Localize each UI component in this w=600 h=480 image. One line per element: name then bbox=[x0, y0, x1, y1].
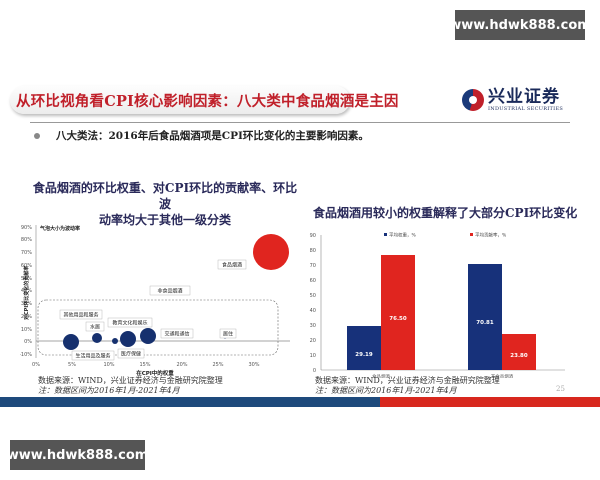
svg-text:0%: 0% bbox=[32, 362, 40, 368]
bar-nonfood-weight bbox=[468, 264, 502, 370]
svg-text:90: 90 bbox=[310, 233, 316, 239]
bullet-dot-icon bbox=[34, 132, 40, 139]
left-chart-title: 食品烟酒的环比权重、对CPI环比的贡献率、环比波 动率均大于其他一级分类 bbox=[30, 180, 300, 228]
label-food: 食品烟酒 bbox=[222, 262, 242, 269]
label-other: 其他用品和服务 bbox=[63, 312, 98, 319]
ytick: 0% bbox=[24, 339, 32, 345]
label-transport: 交通和通信 bbox=[164, 331, 189, 338]
svg-text:80: 80 bbox=[310, 248, 316, 254]
left-chart-title-line2: 动率均大于其他一级分类 bbox=[98, 213, 231, 227]
label-food-contribution: 76.50 bbox=[389, 316, 407, 322]
slide-title-banner: 从环比视角看CPI核心影响因素：八大类中食品烟酒是主因 bbox=[10, 86, 398, 114]
svg-text:40: 40 bbox=[310, 308, 316, 314]
bubble-size-note: 气泡大小为波动率 bbox=[39, 225, 80, 232]
logo-en: INDUSTRIAL SECURITIES bbox=[488, 106, 564, 112]
legend-contribution: 平均贡献率，% bbox=[475, 232, 507, 239]
xtick-nonfood: 非食品烟酒 bbox=[491, 373, 514, 378]
footer-blue-segment bbox=[0, 397, 380, 407]
ytick: 10% bbox=[21, 327, 32, 333]
non-food-group-box bbox=[37, 299, 279, 356]
logo-swirl-icon bbox=[462, 89, 484, 111]
bubble-food bbox=[253, 234, 289, 270]
watermark-text: www.hdwk888.com bbox=[449, 17, 591, 33]
right-chart-title: 食品烟酒用较小的权重解释了大部分CPI环比变化 bbox=[313, 206, 578, 220]
svg-text:60: 60 bbox=[310, 278, 316, 284]
left-chart-title-line1: 食品烟酒的环比权重、对CPI环比的贡献率、环比波 bbox=[32, 181, 298, 211]
x-axis-ticks: 0% 5% 10% 15% 20% 25% 30% bbox=[32, 362, 260, 368]
label-nonfood-weight: 70.81 bbox=[476, 320, 494, 326]
left-chart-source: 数据来源：WIND，兴业证券经济与金融研究院整理 注：数据区间为2016年1月-… bbox=[38, 376, 223, 396]
logo-cn: 兴业证券 bbox=[488, 87, 560, 107]
xtick-food: 食品烟酒 bbox=[372, 373, 390, 378]
bullet-text: 八大类法：2016年后食品烟酒项是CPI环比变化的主要影响因素。 bbox=[56, 130, 369, 142]
ytick: 60% bbox=[21, 263, 32, 269]
bar-food-contribution bbox=[381, 255, 415, 370]
y-axis-label: 对CPI环比变化的贡献率 bbox=[23, 266, 30, 320]
ytick: 30% bbox=[21, 301, 32, 307]
bar-food-weight bbox=[347, 326, 381, 370]
svg-text:70: 70 bbox=[310, 263, 316, 269]
watermark-text: www.hdwk888.com bbox=[6, 447, 149, 463]
bubble-other bbox=[63, 334, 79, 350]
x-axis-label: 在CPI中的权重 bbox=[136, 369, 174, 377]
label-household: 生活用品及服务 bbox=[75, 353, 110, 360]
ytick: 50% bbox=[21, 276, 32, 282]
bubble-education bbox=[120, 331, 136, 347]
label-non-food: 非食品烟酒 bbox=[157, 288, 182, 295]
y-axis-ticks: 90 80 70 60 50 40 30 20 10 0 bbox=[310, 233, 316, 374]
ytick: 40% bbox=[21, 288, 32, 294]
legend-weight: 平均权重，% bbox=[389, 232, 416, 239]
company-logo: 兴业证券 INDUSTRIAL SECURITIES bbox=[462, 88, 563, 112]
svg-text:30%: 30% bbox=[248, 362, 259, 368]
bar-chart: 90 80 70 60 50 40 30 20 10 0 平均权重，% 平均贡献… bbox=[310, 232, 565, 378]
right-chart-source: 数据来源：WIND，兴业证券经济与金融研究院整理 注：数据区间为2016年1月-… bbox=[315, 376, 500, 396]
svg-text:0: 0 bbox=[313, 368, 316, 374]
right-note-text: 注：数据区间为2016年1月-2021年4月 bbox=[315, 386, 457, 395]
bubble-chart: 90% 80% 70% 60% 50% 40% 30% 20% 10% 0% -… bbox=[20, 225, 290, 377]
svg-text:50: 50 bbox=[310, 293, 316, 299]
watermark-bottom: www.hdwk888.com bbox=[7, 440, 148, 470]
ytick: -10% bbox=[20, 352, 32, 358]
svg-text:20%: 20% bbox=[176, 362, 187, 368]
bubble-transport bbox=[140, 328, 156, 344]
legend: 平均权重，% 平均贡献率，% bbox=[384, 232, 507, 239]
page-number: 25 bbox=[556, 385, 565, 393]
slide-title: 从环比视角看CPI核心影响因素：八大类中食品烟酒是主因 bbox=[16, 92, 399, 110]
right-source-text: 数据来源：WIND，兴业证券经济与金融研究院整理 bbox=[315, 376, 500, 385]
slide: 从环比视角看CPI核心影响因素：八大类中食品烟酒是主因 兴业证券 INDUSTR… bbox=[0, 80, 600, 410]
bar-nonfood-contribution bbox=[502, 334, 536, 370]
ytick: 80% bbox=[21, 237, 32, 243]
ytick: 70% bbox=[21, 250, 32, 256]
bubble-medical bbox=[112, 338, 118, 344]
svg-text:30: 30 bbox=[310, 323, 316, 329]
svg-text:20: 20 bbox=[310, 338, 316, 344]
label-medical: 医疗保健 bbox=[121, 351, 141, 358]
footer-red-segment bbox=[380, 397, 600, 407]
label-housing-water: 水居 bbox=[90, 324, 100, 331]
y-axis-ticks: 90% 80% 70% 60% 50% 40% 30% 20% 10% 0% -… bbox=[20, 225, 32, 358]
label-residence: 居住 bbox=[223, 331, 233, 338]
watermark-top: www.hdwk888.com bbox=[449, 10, 591, 40]
label-food-weight: 29.19 bbox=[355, 352, 373, 358]
svg-text:15%: 15% bbox=[139, 362, 150, 368]
bubble-housing-water bbox=[92, 333, 102, 343]
svg-text:5%: 5% bbox=[68, 362, 76, 368]
label-nonfood-contribution: 23.80 bbox=[510, 353, 528, 359]
label-education: 教育文化和娱乐 bbox=[112, 320, 147, 327]
footer-bar bbox=[0, 397, 600, 407]
left-source-text: 数据来源：WIND，兴业证券经济与金融研究院整理 bbox=[38, 376, 223, 385]
header-divider bbox=[30, 122, 570, 123]
svg-text:10%: 10% bbox=[103, 362, 114, 368]
svg-text:25%: 25% bbox=[212, 362, 223, 368]
svg-text:10: 10 bbox=[310, 353, 316, 359]
ytick: 90% bbox=[21, 225, 32, 231]
left-note-text: 注：数据区间为2016年1月-2021年4月 bbox=[38, 386, 180, 395]
ytick: 20% bbox=[21, 314, 32, 320]
bullet-point: 八大类法：2016年后食品烟酒项是CPI环比变化的主要影响因素。 bbox=[34, 128, 369, 143]
